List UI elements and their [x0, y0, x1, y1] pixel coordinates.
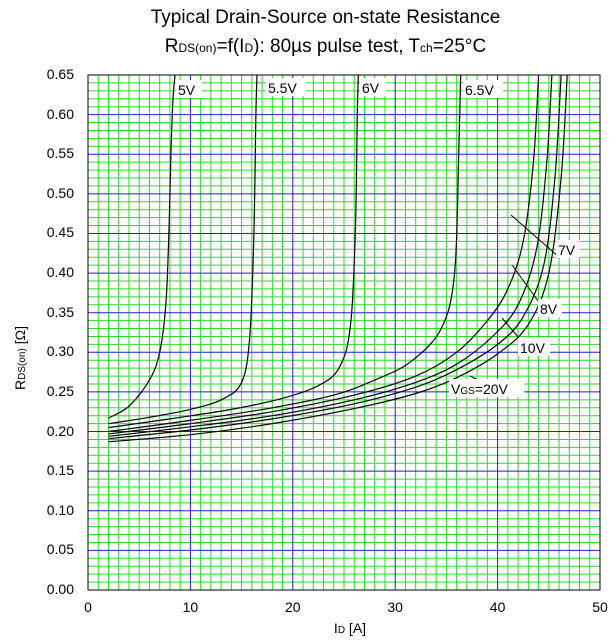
curve-1 — [108, 74, 258, 425]
label-20v-rest: =20V — [475, 381, 509, 397]
x-tick-label: 40 — [489, 599, 506, 615]
label-5v: 5V — [178, 82, 196, 98]
y-tick-label: 0.65 — [46, 66, 74, 82]
label-bg-8v — [538, 299, 562, 317]
y-tick-label: 0.20 — [46, 422, 74, 439]
label-7v: 7V — [558, 242, 576, 258]
y-tick-label: 0.25 — [46, 382, 74, 399]
y-tick-label: 0.30 — [46, 343, 74, 360]
label-20v: VGS=20V — [451, 381, 509, 397]
x-tick-label: 30 — [387, 599, 403, 615]
curve-7 — [108, 74, 568, 443]
y-axis-label-sub: DS(on) — [17, 348, 28, 380]
label-10v: 10V — [520, 340, 546, 356]
curve-6 — [108, 74, 562, 440]
label-20v-gs: GS — [460, 386, 475, 397]
label-6v: 6V — [362, 80, 380, 96]
y-axis-label-unit: [Ω] — [12, 326, 28, 349]
subtitle-r: R — [164, 36, 179, 57]
y-axis-label: RDS(on) [Ω] — [12, 308, 28, 408]
x-tick-label: 0 — [84, 599, 92, 615]
x-tick-label: 50 — [592, 599, 608, 615]
y-tick-label: 0.45 — [46, 224, 74, 241]
x-axis-label: ID [A] — [300, 620, 400, 636]
subtitle-r-subscript: DS(on) — [178, 41, 217, 55]
y-tick-label: 0.40 — [46, 264, 74, 281]
chart-subtitle: RDS(on)=f(ID): 80µs pulse test, Tch=25°C — [20, 36, 611, 59]
y-axis-label-main: R — [12, 379, 28, 390]
y-tick-label: 0.10 — [46, 501, 74, 518]
label-55v: 5.5V — [268, 80, 297, 96]
curve-labels: 5V 5.5V 6V 6.5V 7V 8V 10V VGS=20V — [176, 78, 580, 397]
curve-3 — [108, 74, 462, 433]
subtitle-end: =25°C — [432, 36, 487, 57]
y-tick-label: 0.60 — [46, 105, 74, 122]
x-axis-label-main: I — [333, 620, 338, 636]
subtitle-rest: ): 80µs pulse test, T — [253, 36, 421, 57]
plot-frame — [87, 74, 601, 591]
subtitle-t-subscript: ch — [420, 41, 433, 55]
label-bg-65v — [463, 80, 503, 98]
chart-title: Typical Drain-Source on-state Resistance — [150, 7, 501, 28]
x-tick-label: 10 — [182, 599, 199, 615]
subtitle-mid: =f(I — [216, 36, 245, 57]
label-20v-v: V — [451, 381, 461, 397]
y-tick-label: 0.05 — [46, 541, 74, 558]
y-tick-label: 0.15 — [46, 462, 74, 479]
x-axis-label-sub: D — [337, 625, 346, 636]
subtitle-i-subscript: D — [244, 41, 254, 55]
curve-5 — [108, 74, 553, 437]
label-bg-20v — [449, 379, 524, 397]
leader-line-1 — [511, 264, 542, 306]
label-bg-5v — [176, 80, 202, 98]
label-bg-6v — [360, 78, 386, 96]
y-tick-label: 0.50 — [46, 184, 74, 201]
label-65v: 6.5V — [465, 82, 494, 98]
curve-4 — [108, 74, 540, 435]
x-axis-label-unit: [A] — [345, 620, 367, 636]
label-bg-7v — [556, 240, 580, 258]
y-tick-label: 0.00 — [46, 581, 74, 597]
label-8v: 8V — [540, 301, 558, 317]
y-tick-label: 0.55 — [46, 145, 74, 162]
curve-2 — [108, 74, 359, 429]
curve-0 — [108, 74, 176, 419]
x-tick-label: 20 — [285, 599, 301, 615]
leader-line-0 — [510, 214, 561, 259]
label-bg-55v — [266, 78, 306, 96]
curves — [108, 74, 568, 443]
y-tick-label: 0.35 — [46, 303, 74, 320]
label-bg-10v — [518, 338, 550, 356]
